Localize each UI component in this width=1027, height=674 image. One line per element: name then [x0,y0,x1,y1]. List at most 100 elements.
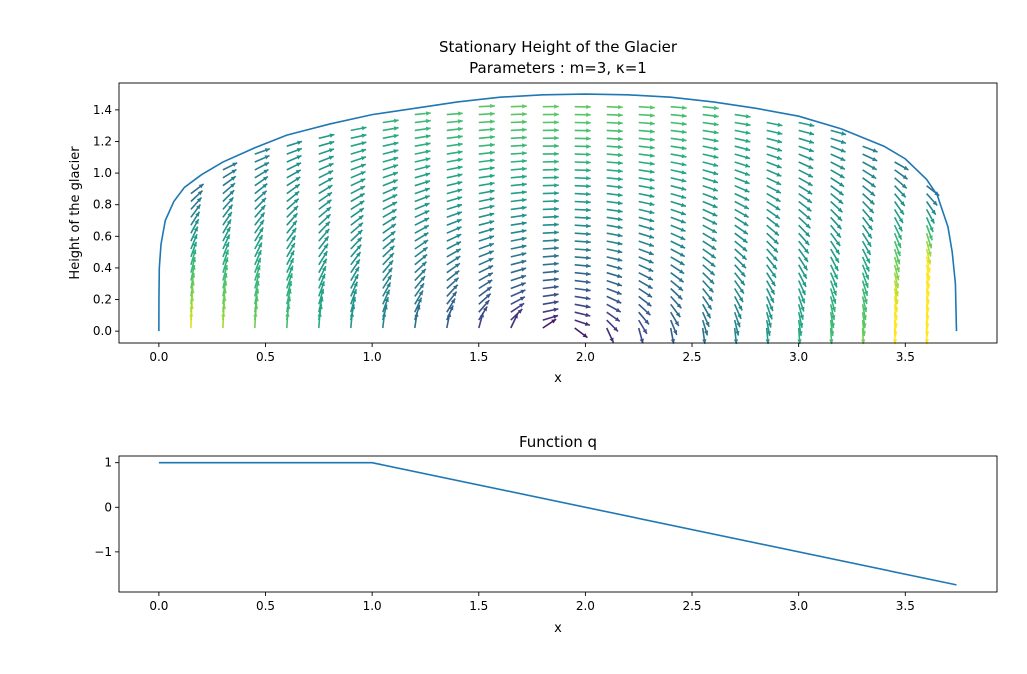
quiver-arrow [542,104,559,109]
quiver-arrow [766,153,783,161]
quiver-arrow [510,252,527,258]
quiver-arrow [798,145,815,153]
quiver-arrow [734,113,751,119]
quiver-arrow [542,246,559,251]
quiver-arrow [446,150,463,155]
quiver-arrow [222,211,233,226]
quiver-arrow [830,232,841,247]
quiver-arrow [862,200,875,214]
quiver-arrow [510,182,527,187]
quiver-arrow [382,296,389,313]
quiver-arrow [702,169,719,176]
quiver-arrow [670,272,685,283]
quiver-arrow [350,133,367,140]
quiver-arrow [574,199,591,205]
quiver-arrow [574,191,591,197]
quiver-arrow [414,290,424,305]
quiver-arrow [638,169,655,174]
quiver-arrow [734,129,751,135]
quiver-arrow [606,240,623,246]
quiver-arrow [670,113,687,118]
quiver-arrow [478,204,495,211]
quiver-arrow [830,200,844,213]
quiver-arrow [893,208,904,224]
quiver-arrow [222,175,237,187]
quiver-arrow [254,175,269,187]
quiver-arrow [414,253,428,266]
quiver-arrow [798,208,812,221]
quiver-arrow [670,224,686,233]
quiver-arrow [798,240,810,255]
quiver-arrow [734,208,749,218]
quiver-arrow [798,248,809,263]
quiver-arrow [318,221,331,234]
quiver-arrow [446,240,462,250]
quiver-arrow [254,219,265,234]
quiver-arrow [478,127,495,132]
quiver-arrow [606,144,623,150]
quiver-arrow [702,256,716,268]
quiver-arrow [670,256,685,266]
quiver-arrow [766,272,776,287]
quiver-arrow [702,153,719,159]
quiver-arrow [350,148,367,155]
quiver-arrow [638,264,654,273]
quiver-arrow [925,209,936,224]
quiver-arrow [670,145,687,151]
x-tick-label: 3.5 [896,599,915,613]
quiver-arrow [350,200,365,211]
quiver-arrow [638,129,655,134]
quiver-arrow [702,129,719,135]
quiver-arrow [766,129,783,136]
quiver-arrow [861,280,869,297]
quiver-arrow [478,250,494,258]
quiver-arrow [574,327,588,339]
quiver-arrow [606,319,619,332]
quiver-arrow [414,149,431,155]
quiver-arrow [702,232,717,242]
quiver-arrow [798,192,813,204]
quiver-arrow [510,289,526,298]
quiver-arrow [382,237,396,250]
quiver-arrow [254,161,270,171]
quiver-arrow [734,161,751,168]
quiver-arrow [254,272,261,289]
quiver-arrow [702,121,719,127]
quiver-arrow [190,249,197,266]
glacier-height-line [158,93,958,332]
quiver-arrow [382,252,395,266]
quiver-arrow [318,155,334,163]
quiver-arrow [702,184,719,192]
quiver-arrow [926,193,938,207]
quiver-arrow [382,223,397,234]
quiver-arrow [542,151,559,157]
quiver-arrow [318,281,325,297]
quiver-arrow [829,264,839,280]
quiver-arrow [574,176,591,181]
x-tick-label: 3.0 [789,599,808,613]
quiver-arrow [829,288,837,304]
quiver-arrow [861,272,869,289]
quiver-arrow [606,104,623,110]
quiver-arrow [446,111,463,116]
quiver-arrow [734,272,746,286]
quiver-arrow [861,216,874,231]
x-tick-label: 2.5 [682,599,701,613]
quiver-arrow [446,248,462,258]
quiver-arrow [286,147,303,155]
quiver-arrow [574,271,591,277]
quiver-arrow [606,216,623,222]
quiver-arrow [606,248,623,254]
quiver-arrow [190,211,201,226]
quiver-arrow [382,259,394,274]
quiver-arrow [318,250,328,266]
quiver-arrow [894,169,909,180]
quiver-arrow [574,311,591,317]
quiver-arrow [766,264,777,279]
quiver-arrow [382,282,392,297]
quiver-arrow [510,135,527,140]
quiver-arrow [830,224,842,239]
glacier-height-chart: Stationary Height of the Glacier Paramet… [68,38,998,386]
quiver-arrow [606,295,622,304]
quiver-arrow [542,277,559,282]
